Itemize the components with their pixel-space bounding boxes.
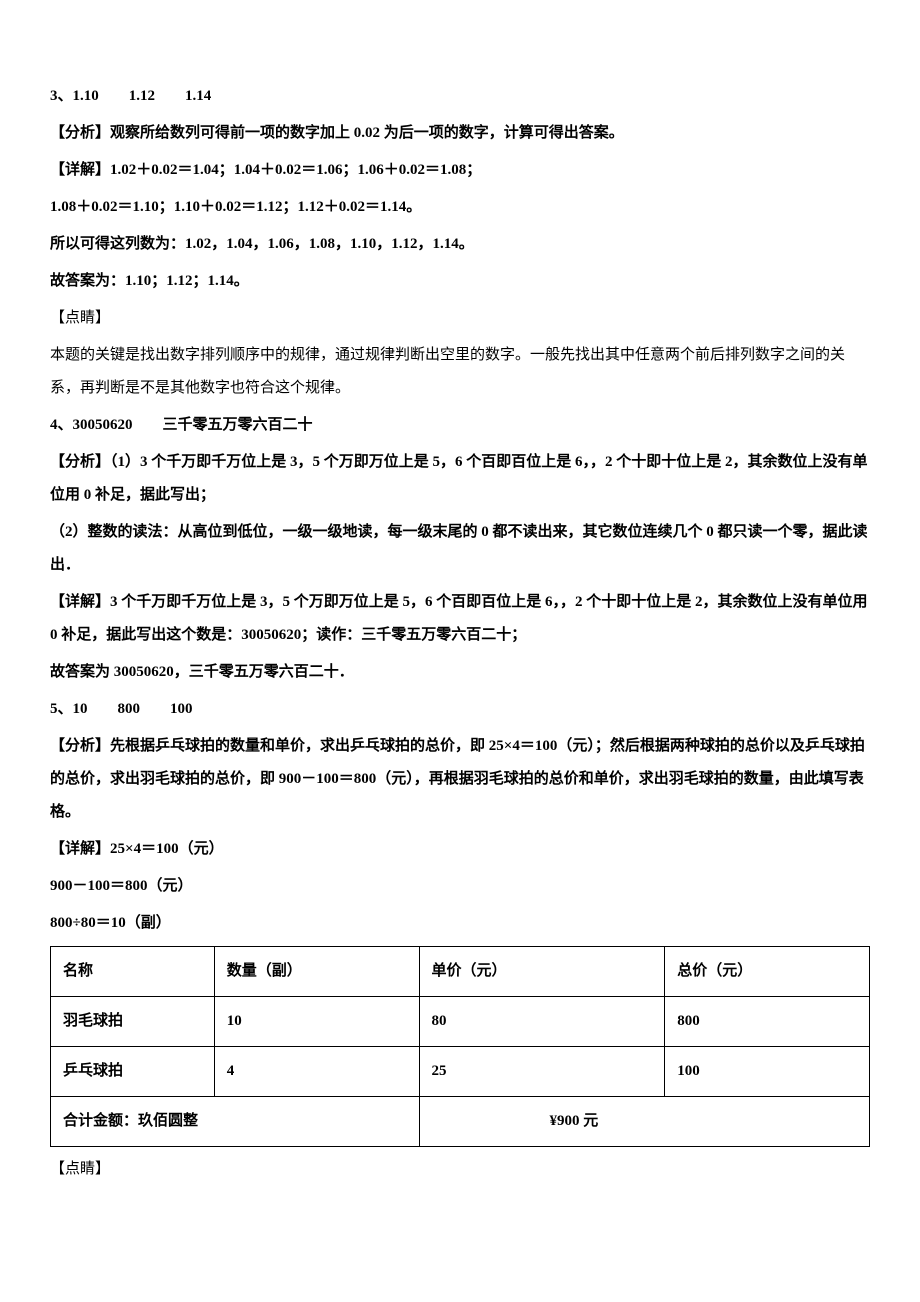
table-row: 乒乓球拍 4 25 100: [51, 1047, 870, 1097]
q3-analysis-text: 观察所给数列可得前一项的数字加上 0.02 为后一项的数字，计算可得出答案。: [110, 125, 624, 141]
q4-h2: 三千零五万零六百二十: [163, 417, 313, 433]
q5-calc2: 900－100＝800（元）: [50, 870, 870, 903]
q5-point-label: 【点睛】: [50, 1153, 870, 1186]
q5-analysis-text: 先根据乒乓球拍的数量和单价，求出乒乓球拍的总价，即 25×4＝100（元）；然后…: [50, 738, 865, 820]
th-name: 名称: [51, 947, 215, 997]
q4-analysis-text: （1）3 个千万即千万位上是 3，5 个万即万位上是 5，6 个百即百位上是 6…: [50, 454, 868, 503]
th-qty: 数量（副）: [214, 947, 419, 997]
q3-h3: 1.14: [185, 88, 211, 104]
q5-detail-label: 【详解】25×4＝100（元）: [50, 833, 870, 866]
analysis-label: 【分析】: [50, 454, 110, 470]
q5-h2: 800: [118, 701, 141, 717]
q3-detail4: 故答案为：1.10；1.12；1.14。: [50, 265, 870, 298]
q4-detail: 【详解】3 个千万即千万位上是 3，5 个万即万位上是 5，6 个百即百位上是 …: [50, 586, 870, 652]
q3-detail1-text: 1.02＋0.02＝1.04；1.04＋0.02＝1.06；1.06＋0.02＝…: [110, 162, 481, 178]
q3-detail2: 1.08＋0.02＝1.10；1.10＋0.02＝1.12；1.12＋0.02＝…: [50, 191, 870, 224]
q4-analysis2: （2）整数的读法：从高位到低位，一级一级地读，每一级末尾的 0 都不读出来，其它…: [50, 516, 870, 582]
table-header-row: 名称 数量（副） 单价（元） 总价（元）: [51, 947, 870, 997]
cell-qty: 4: [214, 1047, 419, 1097]
q5-header: 5、10 800 100: [50, 693, 870, 726]
detail-label: 【详解】: [50, 841, 110, 857]
q3-detail1: 【详解】1.02＋0.02＝1.04；1.04＋0.02＝1.06；1.06＋0…: [50, 154, 870, 187]
cell-qty: 10: [214, 997, 419, 1047]
cell-name: 乒乓球拍: [51, 1047, 215, 1097]
q5-calc1: 25×4＝100（元）: [110, 841, 224, 857]
table-footer-row: 合计金额：玖佰圆整 ¥900 元: [51, 1097, 870, 1147]
q4-detail-text: 3 个千万即千万位上是 3，5 个万即万位上是 5，6 个百即百位上是 6，，2…: [50, 594, 868, 643]
footer-left: 合计金额：玖佰圆整: [51, 1097, 420, 1147]
table-row: 羽毛球拍 10 80 800: [51, 997, 870, 1047]
detail-label: 【详解】: [50, 162, 110, 178]
q5-h1: 5、10: [50, 701, 88, 717]
q3-point-label: 【点睛】: [50, 302, 870, 335]
analysis-label: 【分析】: [50, 125, 110, 141]
q3-analysis: 【分析】观察所给数列可得前一项的数字加上 0.02 为后一项的数字，计算可得出答…: [50, 117, 870, 150]
cell-total: 800: [665, 997, 870, 1047]
price-table: 名称 数量（副） 单价（元） 总价（元） 羽毛球拍 10 80 800 乒乓球拍…: [50, 946, 870, 1147]
cell-total: 100: [665, 1047, 870, 1097]
cell-name: 羽毛球拍: [51, 997, 215, 1047]
detail-label: 【详解】: [50, 594, 110, 610]
q4-h1: 4、30050620: [50, 417, 133, 433]
q3-h1: 3、1.10: [50, 88, 99, 104]
q5-h3: 100: [170, 701, 193, 717]
th-total: 总价（元）: [665, 947, 870, 997]
q3-detail3: 所以可得这列数为：1.02，1.04，1.06，1.08，1.10，1.12，1…: [50, 228, 870, 261]
q4-analysis: 【分析】（1）3 个千万即千万位上是 3，5 个万即万位上是 5，6 个百即百位…: [50, 446, 870, 512]
cell-price: 25: [419, 1047, 665, 1097]
footer-right: ¥900 元: [419, 1097, 869, 1147]
q5-calc3: 800÷80＝10（副）: [50, 907, 870, 940]
cell-price: 80: [419, 997, 665, 1047]
q4-header: 4、30050620 三千零五万零六百二十: [50, 409, 870, 442]
q3-h2: 1.12: [129, 88, 155, 104]
q5-analysis: 【分析】先根据乒乓球拍的数量和单价，求出乒乓球拍的总价，即 25×4＝100（元…: [50, 730, 870, 829]
q3-point: 本题的关键是找出数字排列顺序中的规律，通过规律判断出空里的数字。一般先找出其中任…: [50, 339, 870, 405]
q3-header: 3、1.10 1.12 1.14: [50, 80, 870, 113]
q4-detail2: 故答案为 30050620，三千零五万零六百二十．: [50, 656, 870, 689]
th-price: 单价（元）: [419, 947, 665, 997]
analysis-label: 【分析】: [50, 738, 110, 754]
